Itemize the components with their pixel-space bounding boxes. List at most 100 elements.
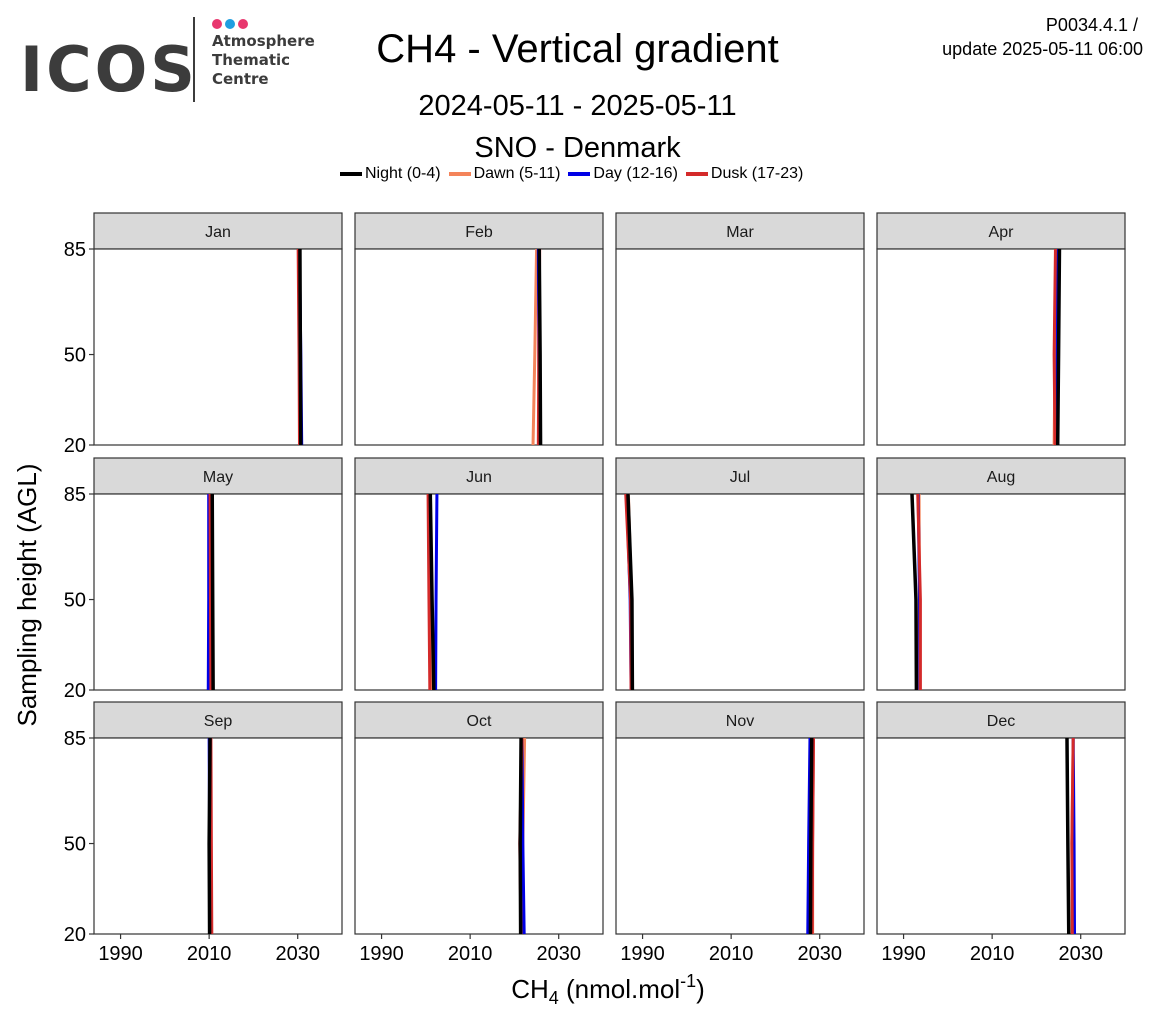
product-id: P0034.4.1 /: [1045, 15, 1138, 35]
y-tick-label: 20: [64, 924, 86, 946]
plot-area: [93, 737, 343, 935]
facet-strip: [615, 212, 865, 250]
x-tick-label: 2010: [970, 943, 1015, 965]
series-line-dusk: [1070, 738, 1075, 934]
x-tick-label: 1990: [620, 943, 665, 965]
legend-swatch: [340, 172, 362, 176]
facet-strip: [876, 457, 1126, 495]
x-tick-label: 2030: [536, 943, 581, 965]
panel-apr: Apr: [876, 212, 1126, 446]
plot-area: [876, 737, 1126, 935]
legend-swatch: [685, 172, 708, 176]
series-line-night: [428, 494, 436, 690]
series-lines: [207, 738, 214, 934]
station-name: SNO - Denmark: [474, 132, 681, 164]
facet-strip: [876, 212, 1126, 250]
panel-sep: Sep 20 50 85 1990 2010 2030: [64, 701, 343, 965]
x-tick-label: 1990: [98, 943, 143, 965]
logo-line: Thematic: [212, 51, 291, 69]
series-lines: [1065, 738, 1077, 934]
series-line-night: [1065, 738, 1071, 934]
series-line-night: [537, 249, 543, 445]
series-line-day: [806, 738, 812, 934]
chart-title: CH4 - Vertical gradient: [376, 27, 779, 71]
plot-area: [354, 737, 604, 935]
plot-area: [93, 493, 343, 691]
y-tick-label: 85: [64, 728, 86, 750]
facet-label: Aug: [987, 469, 1015, 486]
plot-area: [615, 737, 865, 935]
panel-nov: Nov 1990 2010 2030: [615, 701, 865, 965]
logo-dot: [212, 19, 222, 29]
logo-text: Atmosphere Thematic Centre: [212, 32, 315, 89]
y-tick-label: 20: [64, 435, 86, 457]
series-line-dawn: [531, 249, 539, 445]
plot-area: [354, 493, 604, 691]
facet-strip: [615, 457, 865, 495]
facet-strip: [615, 701, 865, 739]
legend-item-dawn: Dawn (5-11): [448, 165, 561, 183]
y-tick-label: 20: [64, 680, 86, 702]
series-lines: [624, 494, 635, 690]
x-tick-label: 2030: [275, 943, 320, 965]
legend-label: Dawn (5-11): [473, 165, 561, 182]
series-line-dusk: [426, 494, 432, 690]
series-line-night: [1055, 249, 1062, 445]
y-tick-label: 85: [64, 484, 86, 506]
panel-may: May 20 50 85: [64, 457, 343, 702]
series-lines: [531, 249, 543, 445]
plot-area: [354, 248, 604, 446]
logo-mark: ICOS: [20, 33, 198, 106]
series-lines: [206, 494, 215, 690]
update-timestamp: update 2025-05-11 06:00: [942, 39, 1143, 59]
x-axis-title-superscript: -1: [680, 971, 696, 991]
series-lines: [296, 249, 304, 445]
x-axis-title-part: ): [696, 974, 705, 1004]
series-lines: [910, 494, 922, 690]
legend-label: Day (12-16): [593, 165, 678, 182]
facet-label: Dec: [987, 713, 1015, 730]
logo-line: Atmosphere: [212, 32, 315, 50]
legend: Night (0-4) Dawn (5-11) Day (12-16) Dusk (1…: [340, 165, 811, 187]
y-tick-label: 50: [64, 834, 86, 856]
logo-dots-icon: [212, 16, 262, 30]
facet-label: Feb: [465, 224, 493, 241]
series-lines: [426, 494, 439, 690]
panel-jan: Jan 20 50 85: [64, 212, 343, 457]
plot-area: [93, 248, 343, 446]
legend-item-day: Day (12-16): [568, 165, 678, 183]
y-axis-title: Sampling height (AGL): [12, 463, 42, 726]
legend-swatch: [448, 172, 471, 176]
facet-label: Sep: [204, 713, 233, 730]
facet-label: Apr: [989, 224, 1015, 241]
panel-aug: Aug: [876, 457, 1126, 691]
facet-strip: [93, 212, 343, 250]
plot-area: [615, 248, 865, 446]
facet-label: Jan: [205, 224, 231, 241]
x-tick-label: 2030: [1058, 943, 1103, 965]
date-range: 2024-05-11 - 2025-05-11: [418, 90, 737, 122]
series-line-dusk: [208, 494, 213, 690]
plot-area: [615, 493, 865, 691]
x-axis-title-part: CH: [511, 974, 549, 1004]
series-line-night: [626, 494, 635, 690]
facet-label: Jun: [466, 469, 492, 486]
facet-strip: [354, 701, 604, 739]
x-axis-title-subscript: 4: [549, 988, 559, 1008]
logo-line: Centre: [212, 70, 269, 88]
series-line-night: [518, 738, 523, 934]
facet-label: Jul: [730, 469, 750, 486]
plot-area: [876, 248, 1126, 446]
x-tick-label: 2010: [187, 943, 232, 965]
panel-oct: Oct 1990 2010 2030: [354, 701, 604, 965]
facet-strip: [354, 212, 604, 250]
series-line-dusk: [1052, 249, 1057, 445]
series-line-dusk: [810, 738, 816, 934]
legend-swatch: [568, 172, 591, 176]
x-tick-label: 1990: [359, 943, 404, 965]
x-tick-label: 2030: [797, 943, 842, 965]
facet-label: Oct: [467, 713, 492, 730]
series-line-dusk: [916, 494, 922, 690]
panel-jun: Jun: [354, 457, 604, 691]
